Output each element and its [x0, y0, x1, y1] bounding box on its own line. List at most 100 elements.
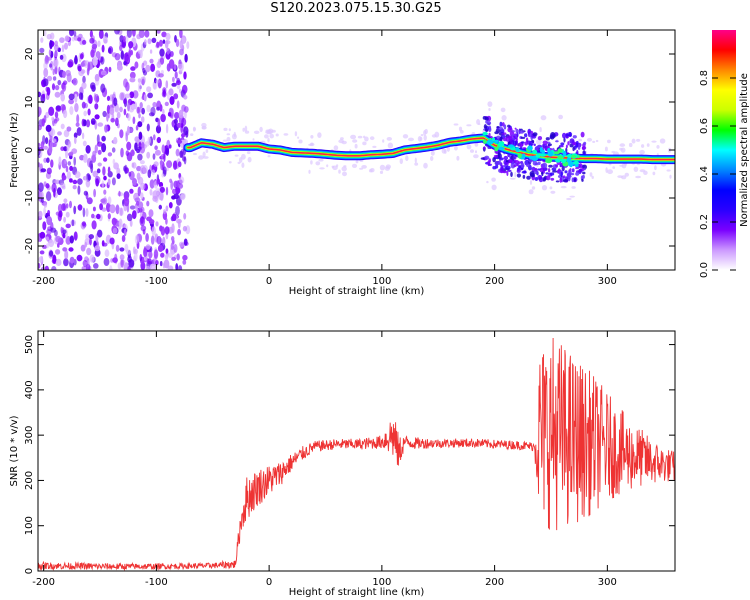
- halo-blob: [604, 146, 608, 152]
- noise-blob: [172, 188, 177, 195]
- noise-blob: [46, 33, 52, 40]
- noise-blob: [113, 162, 119, 170]
- scatter-blob: [572, 135, 577, 139]
- noise-blob: [81, 132, 85, 140]
- noise-blob: [172, 76, 175, 83]
- noise-blob: [39, 250, 45, 255]
- noise-blob: [69, 200, 72, 209]
- noise-blob: [132, 116, 136, 125]
- noise-blob: [140, 182, 146, 191]
- noise-blob: [179, 30, 183, 39]
- halo-blob: [528, 189, 534, 195]
- noise-blob: [112, 227, 118, 234]
- scatter-blob: [567, 141, 570, 146]
- noise-blob: [62, 70, 66, 78]
- noise-blob: [129, 91, 135, 99]
- scatter-blob: [507, 124, 511, 128]
- ridge-clump: [494, 139, 499, 143]
- noise-blob: [40, 141, 45, 150]
- noise-blob: [81, 39, 87, 45]
- halo-blob: [264, 134, 269, 139]
- scatter-blob: [503, 155, 509, 161]
- noise-blob: [57, 203, 63, 213]
- snr-y-tick-label: 100: [24, 516, 35, 535]
- halo-blob: [454, 145, 458, 151]
- halo-blob: [244, 125, 248, 132]
- noise-blob: [68, 99, 74, 105]
- noise-blob: [182, 225, 187, 232]
- halo-blob: [201, 126, 206, 130]
- halo-blob: [326, 164, 329, 168]
- ridge-clump: [541, 149, 545, 155]
- noise-blob: [183, 238, 188, 246]
- scatter-blob: [510, 171, 513, 177]
- noise-blob: [168, 59, 175, 69]
- ridge-clump: [547, 151, 554, 157]
- halo-blob: [399, 158, 403, 165]
- noise-blob: [128, 50, 132, 58]
- noise-blob: [88, 94, 93, 105]
- scatter-blob: [492, 157, 496, 163]
- noise-blob: [170, 51, 174, 57]
- halo-blob: [355, 160, 359, 164]
- halo-blob: [308, 169, 311, 174]
- halo-blob: [654, 165, 657, 171]
- noise-blob: [119, 44, 123, 52]
- noise-blob: [110, 118, 115, 123]
- noise-blob: [52, 254, 57, 264]
- scatter-blob: [572, 146, 575, 152]
- snr-series-line: [38, 337, 675, 571]
- scatter-blob: [571, 177, 574, 183]
- noise-blob: [87, 108, 91, 116]
- halo-blob: [205, 149, 209, 154]
- halo-blob: [382, 139, 385, 143]
- noise-blob: [149, 58, 154, 64]
- noise-blob: [76, 254, 83, 262]
- halo-blob: [198, 155, 204, 160]
- noise-blob: [102, 242, 108, 247]
- noise-blob: [175, 205, 180, 216]
- noise-blob: [138, 201, 144, 209]
- halo-blob: [266, 129, 272, 135]
- ridge-clump: [562, 150, 567, 157]
- noise-blob: [130, 128, 134, 133]
- noise-blob: [101, 135, 106, 142]
- snr-x-tick-label: 300: [598, 577, 617, 588]
- noise-blob: [151, 37, 157, 43]
- noise-blob: [155, 79, 160, 84]
- halo-blob: [336, 164, 339, 168]
- noise-blob: [136, 106, 140, 114]
- snr-y-axis-label: SNR (10 * v/v): [9, 415, 20, 486]
- noise-blob: [148, 250, 153, 259]
- noise-blob: [73, 156, 76, 166]
- halo-blob: [514, 171, 517, 178]
- scatter-blob: [564, 170, 568, 174]
- noise-blob: [132, 30, 136, 37]
- noise-blob: [45, 137, 49, 145]
- noise-blob: [91, 154, 97, 163]
- spectrogram-y-tick-label: 20: [24, 48, 35, 61]
- noise-blob: [99, 203, 103, 211]
- scatter-blob: [562, 132, 567, 139]
- halo-blob: [408, 137, 414, 142]
- spectrogram-x-tick-label: -100: [145, 276, 168, 287]
- noise-blob: [68, 93, 75, 101]
- noise-blob: [38, 146, 41, 156]
- noise-blob: [69, 235, 75, 244]
- noise-blob: [73, 231, 78, 241]
- halo-blob: [341, 166, 347, 172]
- noise-blob: [127, 102, 130, 112]
- noise-blob: [178, 241, 185, 248]
- noise-blob: [132, 210, 137, 220]
- noise-blob: [62, 247, 67, 252]
- scatter-blob: [563, 179, 569, 182]
- noise-blob: [159, 160, 163, 166]
- noise-blob: [148, 209, 154, 218]
- noise-blob: [125, 249, 132, 255]
- noise-blob: [72, 77, 78, 86]
- noise-blob: [148, 219, 155, 225]
- scatter-blob: [565, 133, 569, 137]
- halo-blob: [475, 150, 477, 154]
- noise-blob: [114, 253, 118, 262]
- halo-blob: [317, 132, 322, 139]
